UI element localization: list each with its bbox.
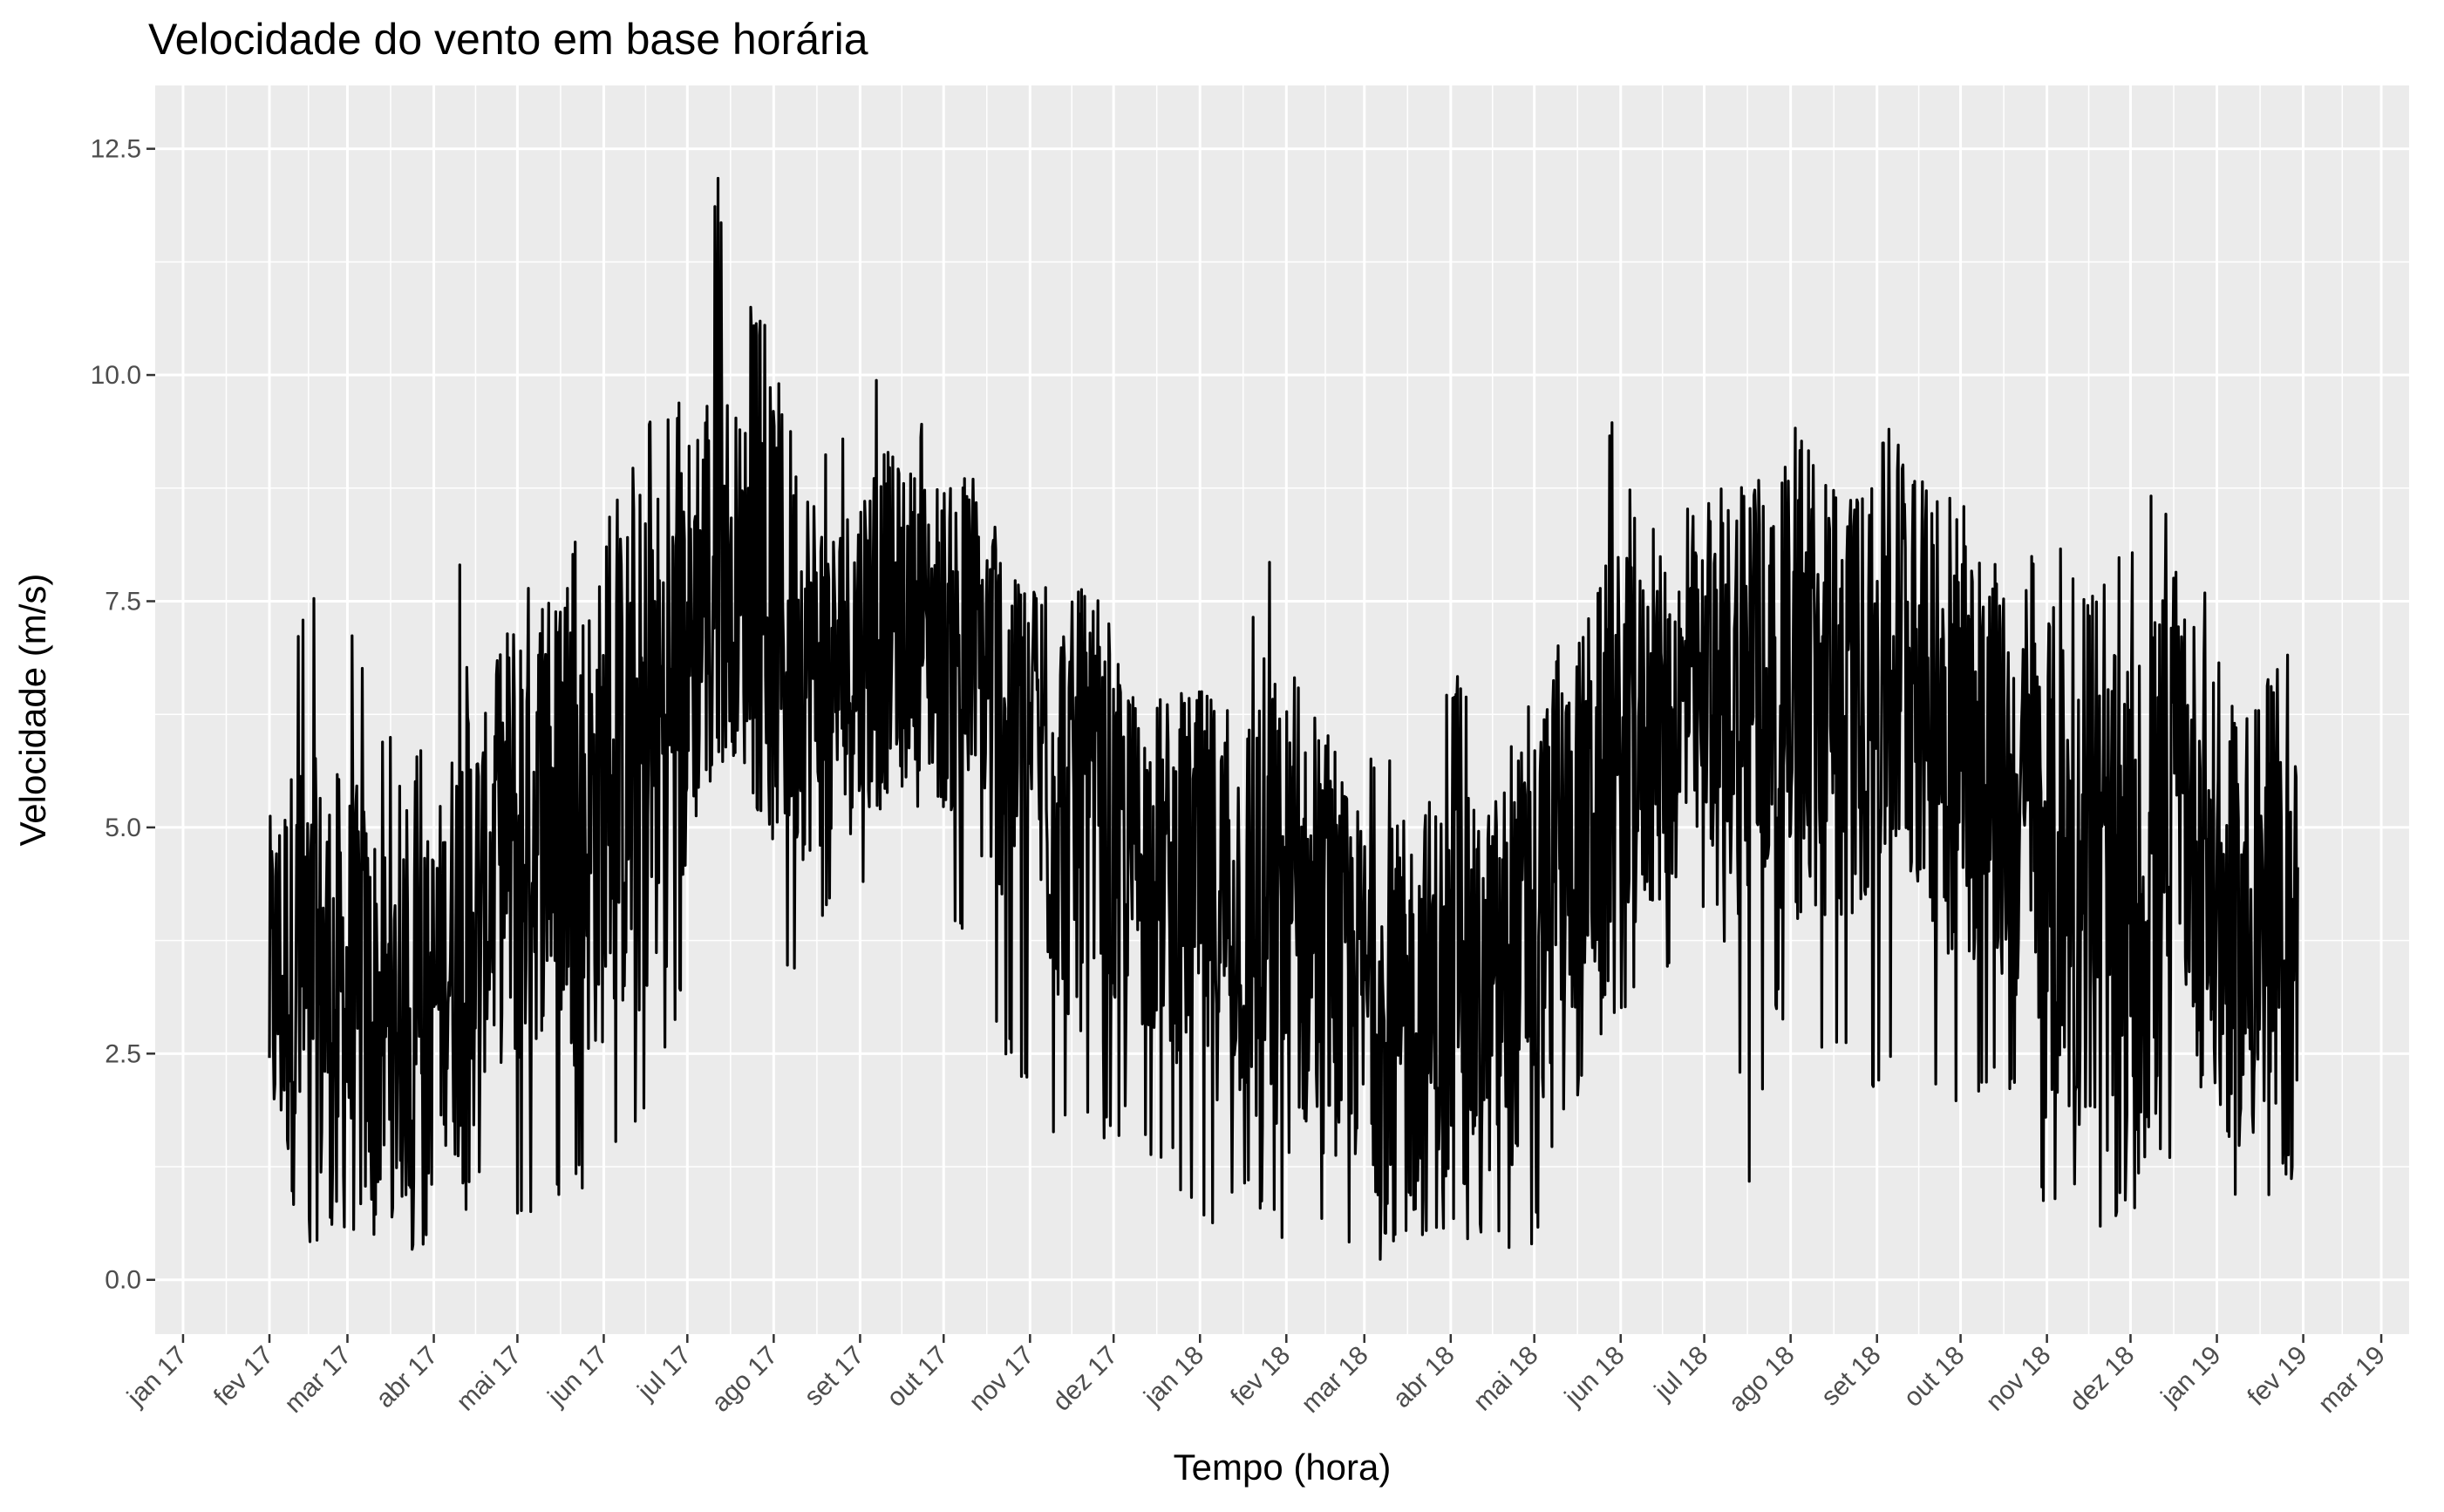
x-tick-label: jun 17 (542, 1341, 614, 1413)
x-tick-label: out 18 (1898, 1341, 1970, 1413)
x-tick-label: mar 17 (279, 1341, 357, 1419)
x-tick-label: ago 17 (706, 1341, 783, 1418)
x-tick-label: mar 18 (1296, 1341, 1373, 1419)
x-tick-label: dez 18 (2064, 1341, 2140, 1417)
x-tick-label: fev 17 (208, 1341, 279, 1412)
x-tick-label: jul 18 (1649, 1341, 1714, 1406)
x-tick-label: mar 19 (2313, 1341, 2391, 1419)
x-tick-label: mai 17 (451, 1341, 527, 1417)
x-tick-label: ago 18 (1723, 1341, 1800, 1418)
y-tick-label: 5.0 (105, 814, 141, 842)
series-line (268, 176, 2299, 1261)
x-tick-label: jan 19 (2155, 1341, 2227, 1413)
x-tick-label: set 17 (799, 1341, 869, 1412)
x-tick-label: jun 18 (1559, 1341, 1630, 1413)
x-tick-label: fev 18 (1225, 1341, 1296, 1412)
x-tick-label: fev 19 (2242, 1341, 2312, 1412)
y-tick-label: 2.5 (105, 1039, 141, 1068)
x-tick-label: mai 18 (1468, 1341, 1544, 1417)
x-tick-label: abr 17 (371, 1341, 443, 1413)
y-tick-label: 12.5 (91, 135, 141, 164)
x-tick-label: jan 17 (121, 1341, 193, 1413)
chart-title: Velocidade do vento em base horária (148, 15, 868, 64)
y-tick-label: 0.0 (105, 1266, 141, 1295)
x-axis: jan 17 fev 17 mar 17 abr 17 mai 17 jun 17 jul … (121, 1334, 2391, 1419)
x-tick-label: jul 17 (631, 1341, 697, 1406)
x-tick-label: abr 18 (1387, 1341, 1460, 1413)
wind-speed-line (268, 176, 2299, 1261)
x-tick-label: nov 18 (1981, 1341, 2057, 1417)
x-tick-label: jan 18 (1138, 1341, 1209, 1413)
y-tick-label: 7.5 (105, 587, 141, 616)
x-tick-label: out 17 (882, 1341, 953, 1413)
x-tick-label: set 18 (1816, 1341, 1887, 1412)
x-tick-label: dez 17 (1047, 1341, 1123, 1417)
x-axis-title: Tempo (hora) (1174, 1447, 1392, 1488)
y-axis-title: Velocidade (m/s) (12, 574, 53, 847)
y-tick-label: 10.0 (91, 361, 141, 390)
x-tick-label: nov 17 (963, 1341, 1039, 1417)
y-axis: 0.0 2.5 5.0 7.5 10.0 12.5 (91, 135, 155, 1295)
